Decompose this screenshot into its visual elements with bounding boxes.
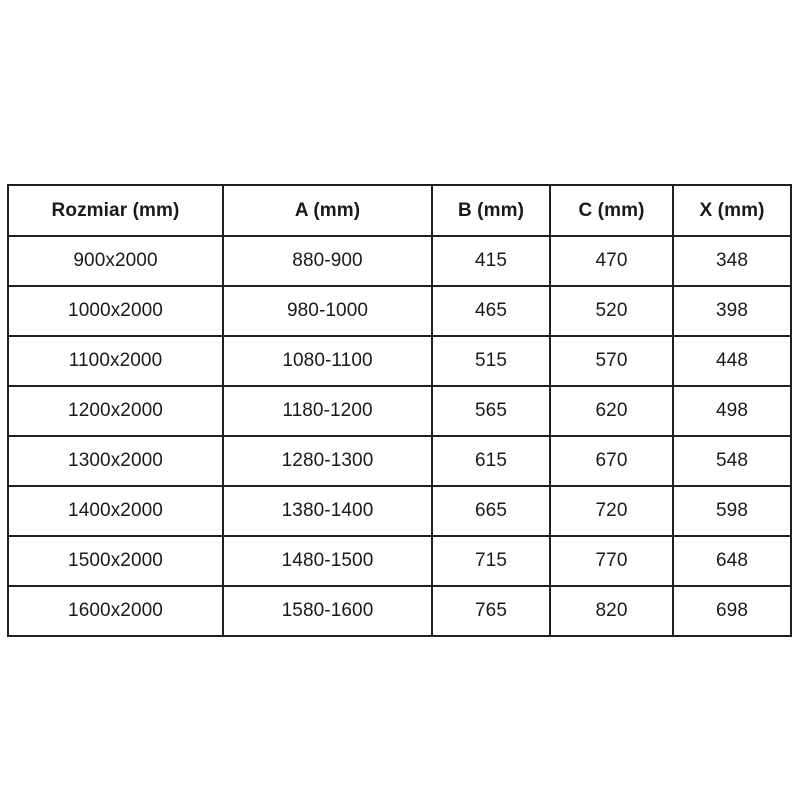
cell-size: 1500x2000	[7, 535, 224, 587]
cell-a: 880-900	[222, 235, 433, 287]
cell-c: 720	[549, 485, 674, 537]
table-row: 1200x2000 1180-1200 565 620 498	[7, 385, 792, 437]
cell-x: 348	[672, 235, 792, 287]
cell-size: 900x2000	[7, 235, 224, 287]
cell-b: 615	[431, 435, 551, 487]
cell-c: 520	[549, 285, 674, 337]
cell-c: 820	[549, 585, 674, 637]
table-row: 1000x2000 980-1000 465 520 398	[7, 285, 792, 337]
cell-b: 415	[431, 235, 551, 287]
column-header-c: C (mm)	[549, 184, 674, 237]
cell-size: 1300x2000	[7, 435, 224, 487]
cell-x: 498	[672, 385, 792, 437]
cell-x: 648	[672, 535, 792, 587]
cell-size: 1000x2000	[7, 285, 224, 337]
dimensions-table: Rozmiar (mm) A (mm) B (mm) C (mm) X (mm)…	[7, 184, 792, 637]
table-row: 1300x2000 1280-1300 615 670 548	[7, 435, 792, 487]
cell-x: 698	[672, 585, 792, 637]
cell-b: 565	[431, 385, 551, 437]
cell-x: 448	[672, 335, 792, 387]
cell-a: 1080-1100	[222, 335, 433, 387]
cell-c: 670	[549, 435, 674, 487]
cell-a: 1280-1300	[222, 435, 433, 487]
cell-b: 515	[431, 335, 551, 387]
cell-b: 465	[431, 285, 551, 337]
table-header: Rozmiar (mm) A (mm) B (mm) C (mm) X (mm)	[7, 184, 792, 237]
table-row: 1600x2000 1580-1600 765 820 698	[7, 585, 792, 637]
table-header-row: Rozmiar (mm) A (mm) B (mm) C (mm) X (mm)	[7, 184, 792, 237]
table-row: 1100x2000 1080-1100 515 570 448	[7, 335, 792, 387]
cell-b: 765	[431, 585, 551, 637]
column-header-b: B (mm)	[431, 184, 551, 237]
cell-c: 470	[549, 235, 674, 287]
cell-a: 1380-1400	[222, 485, 433, 537]
cell-c: 570	[549, 335, 674, 387]
table-row: 1400x2000 1380-1400 665 720 598	[7, 485, 792, 537]
cell-x: 548	[672, 435, 792, 487]
cell-x: 598	[672, 485, 792, 537]
column-header-x: X (mm)	[672, 184, 792, 237]
cell-b: 665	[431, 485, 551, 537]
cell-c: 770	[549, 535, 674, 587]
cell-size: 1200x2000	[7, 385, 224, 437]
table-row: 900x2000 880-900 415 470 348	[7, 235, 792, 287]
table-row: 1500x2000 1480-1500 715 770 648	[7, 535, 792, 587]
cell-a: 1580-1600	[222, 585, 433, 637]
cell-a: 1480-1500	[222, 535, 433, 587]
cell-a: 1180-1200	[222, 385, 433, 437]
cell-b: 715	[431, 535, 551, 587]
spec-table-container: Rozmiar (mm) A (mm) B (mm) C (mm) X (mm)…	[7, 184, 792, 637]
cell-c: 620	[549, 385, 674, 437]
column-header-a: A (mm)	[222, 184, 433, 237]
cell-x: 398	[672, 285, 792, 337]
cell-size: 1100x2000	[7, 335, 224, 387]
cell-a: 980-1000	[222, 285, 433, 337]
cell-size: 1400x2000	[7, 485, 224, 537]
cell-size: 1600x2000	[7, 585, 224, 637]
table-body: 900x2000 880-900 415 470 348 1000x2000 980-100…	[7, 235, 792, 637]
column-header-rozmiar: Rozmiar (mm)	[7, 184, 224, 237]
